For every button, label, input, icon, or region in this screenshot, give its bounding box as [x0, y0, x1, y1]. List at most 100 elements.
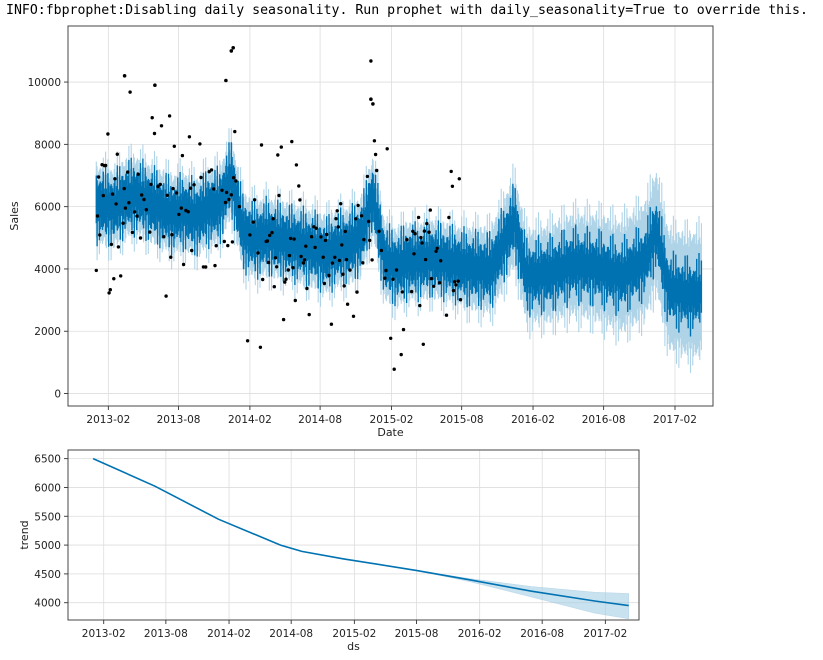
observed-point [271, 217, 275, 221]
observed-point [362, 237, 366, 242]
observed-point [122, 186, 126, 191]
forecast-xtick-label: 2013-02 [86, 414, 130, 426]
observed-point [114, 202, 118, 206]
observed-point [428, 208, 432, 212]
observed-point [375, 168, 379, 173]
observed-point [279, 145, 283, 149]
observed-point [383, 276, 387, 280]
observed-point [156, 184, 160, 189]
observed-point [174, 191, 179, 195]
observed-point [416, 215, 421, 220]
observed-point [128, 90, 132, 94]
trend-ylabel: trend [18, 520, 31, 549]
observed-point [444, 313, 449, 317]
observed-point [149, 182, 153, 187]
observed-points [94, 46, 463, 371]
observed-point [148, 230, 152, 234]
observed-point [351, 314, 356, 318]
observed-point [379, 248, 384, 253]
observed-point [94, 268, 99, 273]
observed-point [437, 281, 442, 285]
observed-point [356, 203, 360, 208]
observed-point [327, 273, 331, 278]
observed-point-peak [369, 97, 373, 101]
observed-point [429, 276, 434, 281]
observed-point [259, 143, 264, 147]
log-output-line: INFO:fbprophet:Disabling daily seasonali… [6, 3, 808, 18]
observed-point [423, 257, 428, 262]
observed-point [288, 236, 293, 241]
observed-point [421, 342, 425, 346]
observed-point [138, 236, 143, 240]
observed-point [142, 197, 146, 202]
observed-point [354, 217, 358, 221]
observed-point [369, 59, 373, 63]
observed-point [313, 245, 317, 250]
observed-point [456, 279, 460, 283]
observed-point [127, 201, 131, 205]
observed-point [373, 152, 378, 157]
observed-point [214, 244, 218, 248]
observed-point [359, 214, 364, 218]
observed-point [190, 248, 194, 253]
observed-point [334, 217, 338, 221]
observed-point [258, 345, 263, 349]
observed-point [229, 193, 233, 197]
observed-point [212, 187, 216, 191]
observed-point [330, 261, 335, 265]
observed-point [119, 274, 123, 278]
observed-point [169, 255, 173, 259]
observed-point [107, 291, 111, 295]
observed-point [106, 132, 110, 136]
observed-point [144, 208, 148, 212]
trend-xtick-label: 2015-08 [395, 628, 439, 640]
forecast-line [95, 142, 703, 337]
observed-point [165, 193, 169, 197]
observed-point [412, 252, 416, 256]
trend-xtick-label: 2016-02 [458, 628, 502, 640]
observed-point [453, 280, 457, 284]
forecast-strokes [95, 142, 703, 337]
forecast-ytick-label: 6000 [34, 202, 61, 214]
forecast-ylabel: Sales [8, 201, 21, 231]
observed-point [342, 284, 346, 288]
observed-point [237, 204, 242, 209]
observed-point [172, 144, 176, 148]
forecast-xlabel: Date [377, 426, 404, 439]
observed-point [291, 266, 295, 270]
observed-point [150, 116, 154, 120]
forecast-xtick-label: 2016-08 [582, 414, 626, 426]
observed-point [180, 153, 185, 158]
forecast-xtick-label: 2014-08 [298, 414, 342, 426]
observed-point [365, 174, 370, 179]
observed-point [451, 288, 456, 293]
observed-point [418, 303, 422, 308]
observed-point [384, 268, 388, 273]
observed-point [204, 265, 208, 269]
observed-point [413, 232, 417, 236]
observed-point-peak [122, 74, 127, 78]
observed-point-peak [153, 83, 157, 87]
observed-point [126, 170, 130, 174]
observed-point [213, 263, 217, 268]
observed-point [323, 238, 328, 243]
observed-point [321, 255, 325, 259]
trend-xtick-label: 2017-02 [583, 628, 627, 640]
observed-point [112, 277, 116, 281]
observed-point [96, 175, 101, 179]
observed-point [281, 317, 286, 322]
trend-chart: 2013-02 2013-08 2014-02 2014-08 2015-02 2015-… [18, 449, 640, 653]
trend-ytick-label: 4000 [34, 598, 61, 610]
observed-point [192, 183, 196, 187]
observed-point-peak [371, 102, 375, 106]
observed-point [333, 255, 337, 259]
observed-point [245, 339, 250, 343]
observed-point [325, 232, 329, 237]
observed-point [286, 268, 290, 272]
observed-point [301, 261, 306, 265]
observed-point [220, 188, 224, 192]
observed-point [329, 322, 334, 326]
trend-ytick-label: 5000 [34, 540, 61, 552]
observed-point [152, 131, 157, 136]
